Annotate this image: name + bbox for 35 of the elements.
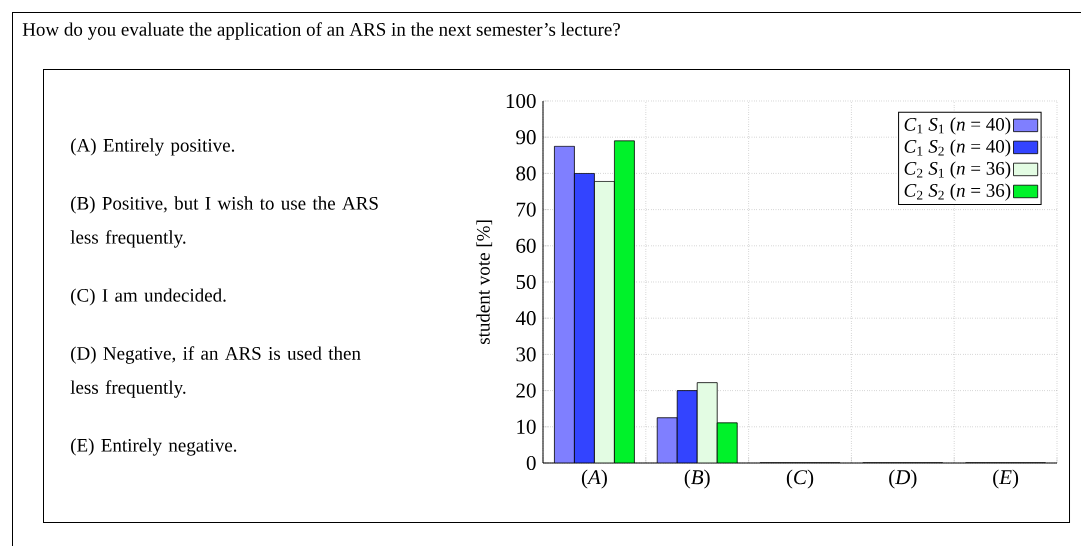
y-tick-label: 0 (526, 455, 536, 471)
legend-label: C$_{1}$ S$_{1}$ (n = 40) (904, 117, 1011, 135)
y-tick-label: 40 (515, 311, 536, 326)
y-tick-label: 70 (516, 202, 536, 217)
text: (E) Entirely negative. (71, 438, 237, 456)
bar (614, 140, 635, 463)
y-tick-label: 50 (516, 274, 536, 290)
text: (C) I am undecided. (71, 288, 226, 306)
legend-label: C$_{2}$ S$_{2}$ (n = 36) (904, 183, 1011, 201)
y-tick-label: 80 (516, 166, 536, 181)
y-axis-title: student vote [%] (476, 220, 493, 344)
legend-label: C$_{1}$ S$_{2}$ (n = 40) (904, 139, 1011, 157)
x-tick-label: (D) (889, 469, 917, 489)
text: How do you evaluate the application of an ARS in the next semester’s lecture? (22, 22, 620, 40)
text: (A) Entirely positive. (71, 138, 235, 156)
x-tick-label: (C) (786, 469, 814, 489)
legend-label: C$_{2}$ S$_{1}$ (n = 36) (904, 161, 1011, 179)
y-tick-label: 100 (506, 93, 536, 109)
bar (657, 417, 678, 463)
y-tick-label: 10 (517, 419, 536, 434)
bar (574, 173, 595, 463)
y-tick-label: 30 (516, 347, 536, 362)
bar (697, 382, 718, 463)
text: (B) Positive, but I wish to use the ARS less frequently. (70, 196, 378, 248)
y-tick-label: 60 (516, 238, 536, 253)
text: (D) Negative, if an ARS is used then less frequently. (70, 346, 361, 398)
x-tick-label: (A) (581, 469, 607, 489)
y-tick-label: 20 (516, 383, 536, 398)
x-tick-label: (E) (993, 469, 1019, 489)
bar (677, 390, 698, 463)
y-tick-label: 90 (516, 130, 536, 145)
bar (717, 422, 738, 463)
bar (594, 181, 615, 463)
x-tick-label: (B) (684, 469, 710, 489)
bar (554, 146, 575, 463)
